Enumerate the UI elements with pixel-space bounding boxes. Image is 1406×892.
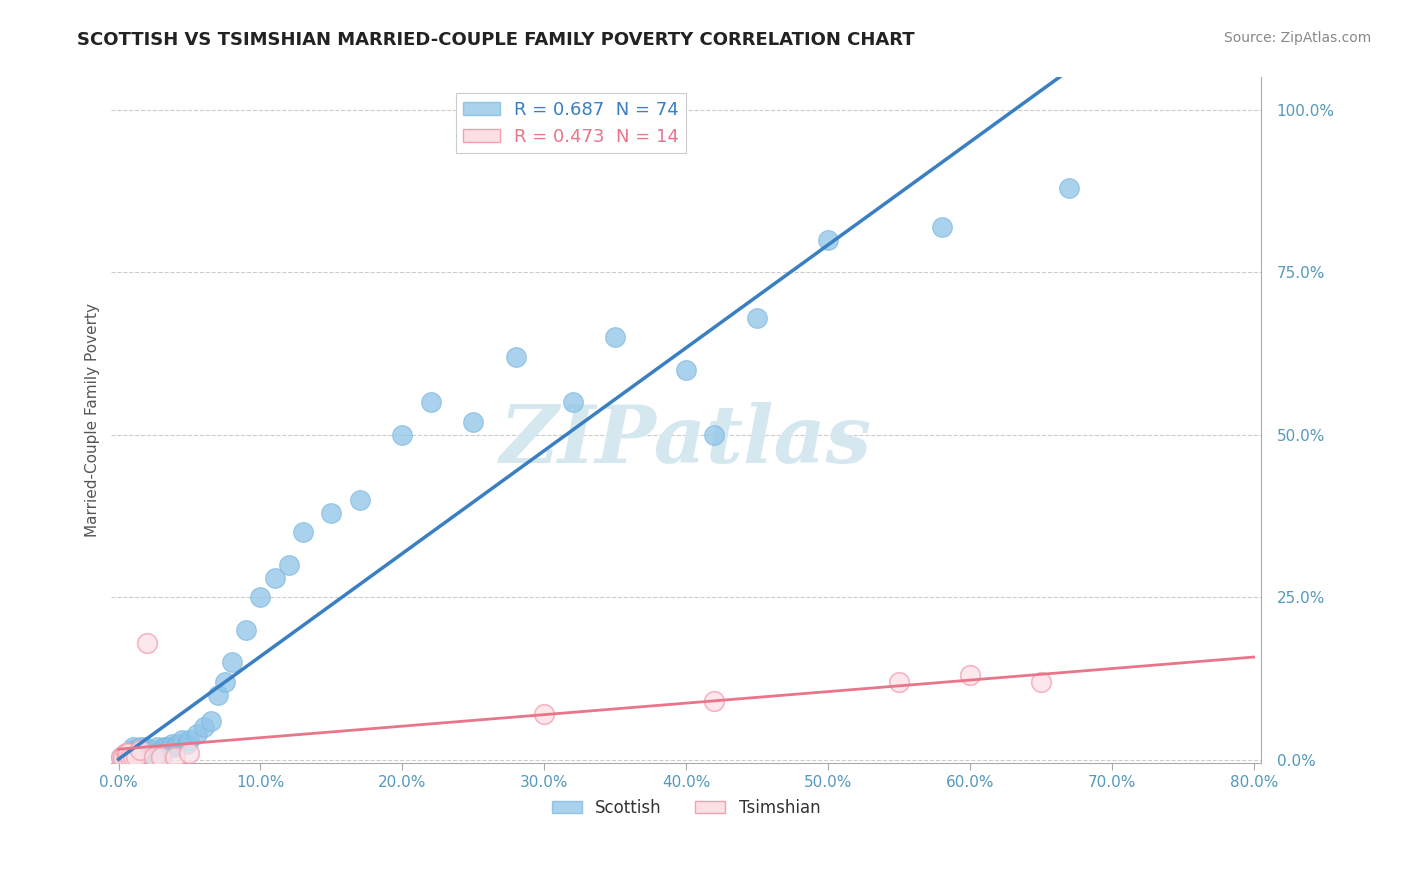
Point [1029, 674, 1052, 689]
Point [129, 747, 152, 761]
Point [162, 737, 184, 751]
Point [391, 428, 413, 442]
Point [127, 747, 149, 761]
Point [505, 350, 527, 364]
Point [153, 739, 176, 754]
Point [121, 743, 143, 757]
Point [122, 747, 145, 761]
Point [135, 749, 157, 764]
Point [745, 310, 768, 325]
Legend: Scottish, Tsimshian: Scottish, Tsimshian [546, 792, 827, 823]
Point [263, 571, 285, 585]
Text: SCOTTISH VS TSIMSHIAN MARRIED-COUPLE FAMILY POVERTY CORRELATION CHART: SCOTTISH VS TSIMSHIAN MARRIED-COUPLE FAM… [77, 31, 915, 49]
Point [291, 525, 314, 540]
Point [111, 749, 134, 764]
Point [131, 743, 153, 757]
Point [135, 743, 157, 757]
Point [533, 707, 555, 722]
Point [110, 749, 132, 764]
Point [125, 747, 148, 761]
Point [703, 694, 725, 708]
Point [159, 739, 181, 754]
Point [121, 749, 143, 764]
Point [124, 749, 146, 764]
Point [463, 415, 485, 429]
Point [121, 749, 143, 764]
Point [179, 733, 201, 747]
Point [135, 636, 157, 650]
Point [561, 395, 583, 409]
Point [172, 733, 194, 747]
Point [121, 739, 143, 754]
Point [419, 395, 441, 409]
Point [156, 739, 179, 754]
Point [132, 749, 155, 764]
Point [321, 506, 343, 520]
Point [115, 749, 138, 764]
Point [142, 749, 165, 764]
Point [115, 749, 138, 764]
Point [214, 674, 236, 689]
Point [120, 747, 142, 761]
Point [152, 743, 174, 757]
Point [128, 743, 150, 757]
Point [959, 668, 981, 682]
Point [150, 747, 173, 761]
Point [117, 747, 139, 761]
Point [124, 749, 146, 764]
Y-axis label: Married-Couple Family Poverty: Married-Couple Family Poverty [86, 303, 100, 537]
Point [176, 737, 198, 751]
Point [118, 749, 141, 764]
Point [114, 749, 136, 764]
Point [605, 330, 627, 344]
Point [931, 219, 953, 234]
Point [117, 747, 139, 761]
Point [146, 739, 169, 754]
Point [114, 747, 136, 761]
Point [149, 749, 172, 764]
Point [179, 747, 201, 761]
Point [148, 747, 170, 761]
Point [118, 749, 141, 764]
Point [121, 747, 143, 761]
Point [193, 720, 215, 734]
Text: Source: ZipAtlas.com: Source: ZipAtlas.com [1223, 31, 1371, 45]
Point [143, 749, 166, 764]
Point [675, 363, 697, 377]
Point [124, 743, 146, 757]
Point [235, 623, 257, 637]
Point [150, 749, 173, 764]
Point [186, 727, 208, 741]
Point [128, 739, 150, 754]
Point [139, 743, 162, 757]
Point [167, 737, 190, 751]
Point [277, 558, 299, 572]
Point [817, 233, 839, 247]
Point [138, 747, 160, 761]
Text: ZIPatlas: ZIPatlas [501, 402, 872, 480]
Point [165, 749, 187, 764]
Point [165, 739, 187, 754]
Point [703, 428, 725, 442]
Point [111, 749, 134, 764]
Point [207, 688, 229, 702]
Point [121, 749, 143, 764]
Point [114, 747, 136, 761]
Point [134, 739, 156, 754]
Point [200, 714, 222, 728]
Point [249, 591, 271, 605]
Point [221, 656, 243, 670]
Point [143, 747, 166, 761]
Point [145, 743, 167, 757]
Point [110, 749, 132, 764]
Point [887, 674, 910, 689]
Point [349, 492, 371, 507]
Point [112, 749, 135, 764]
Point [118, 747, 141, 761]
Point [128, 749, 150, 764]
Point [1057, 181, 1080, 195]
Point [117, 749, 139, 764]
Point [136, 747, 159, 761]
